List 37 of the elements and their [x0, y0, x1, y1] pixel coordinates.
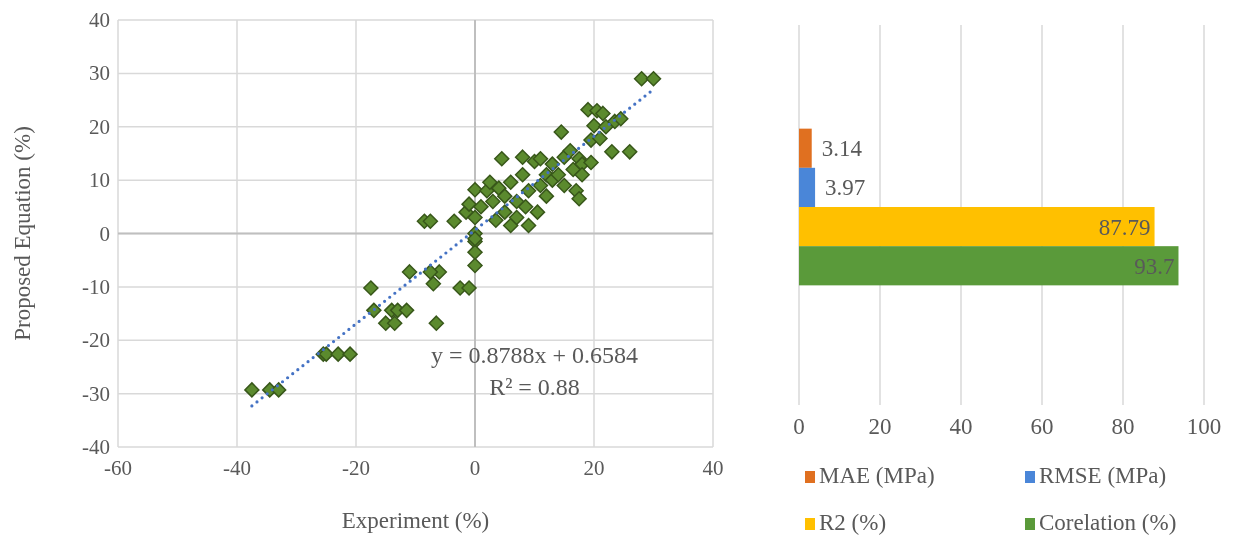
y-tick-label: -30	[82, 381, 110, 406]
y-tick-label: 20	[89, 114, 110, 139]
data-label: 87.79	[1098, 214, 1151, 240]
x-tick-label: -40	[223, 456, 251, 480]
x-tick-label: -20	[342, 456, 370, 480]
x-tick-label: 20	[583, 456, 605, 480]
annotation: y = 0.8788x + 0.6584	[430, 342, 639, 368]
y-tick-label: 40	[89, 8, 110, 32]
y-tick-label: -20	[82, 328, 110, 353]
x-tick-label: 100	[1186, 414, 1222, 439]
x-tick-label: 0	[469, 456, 481, 480]
legend-label: RMSE (MPa)	[1039, 463, 1167, 488]
y-tick-label: 30	[89, 61, 110, 86]
x-tick-label: 0	[793, 414, 805, 439]
data-label: 93.7	[1134, 253, 1175, 279]
data-label: 3.97	[825, 175, 866, 201]
legend-label: R2 (%)	[819, 510, 887, 535]
legend-label: Corelation (%)	[1039, 510, 1177, 535]
bar	[799, 128, 812, 168]
x-tick-label: 60	[1030, 414, 1054, 439]
y-tick-label: 0	[99, 221, 110, 246]
y-tick-label: -40	[82, 435, 110, 459]
x-axis-title: Experiment (%)	[341, 508, 490, 533]
bar	[799, 167, 816, 207]
y-axis-title: Proposed Equation (%)	[10, 126, 35, 341]
x-tick-label: 20	[868, 414, 892, 439]
y-tick-label: -10	[82, 274, 110, 299]
x-tick-label: 40	[949, 414, 973, 439]
x-tick-label: -60	[104, 456, 132, 480]
x-tick-label: 40	[702, 456, 724, 480]
legend-label: MAE (MPa)	[819, 463, 935, 488]
annotation: R² = 0.88	[489, 374, 580, 400]
bar	[799, 246, 1179, 286]
bar	[799, 207, 1155, 247]
x-tick-label: 80	[1111, 414, 1135, 439]
data-label: 3.14	[821, 136, 863, 162]
y-tick-label: 10	[89, 168, 110, 193]
